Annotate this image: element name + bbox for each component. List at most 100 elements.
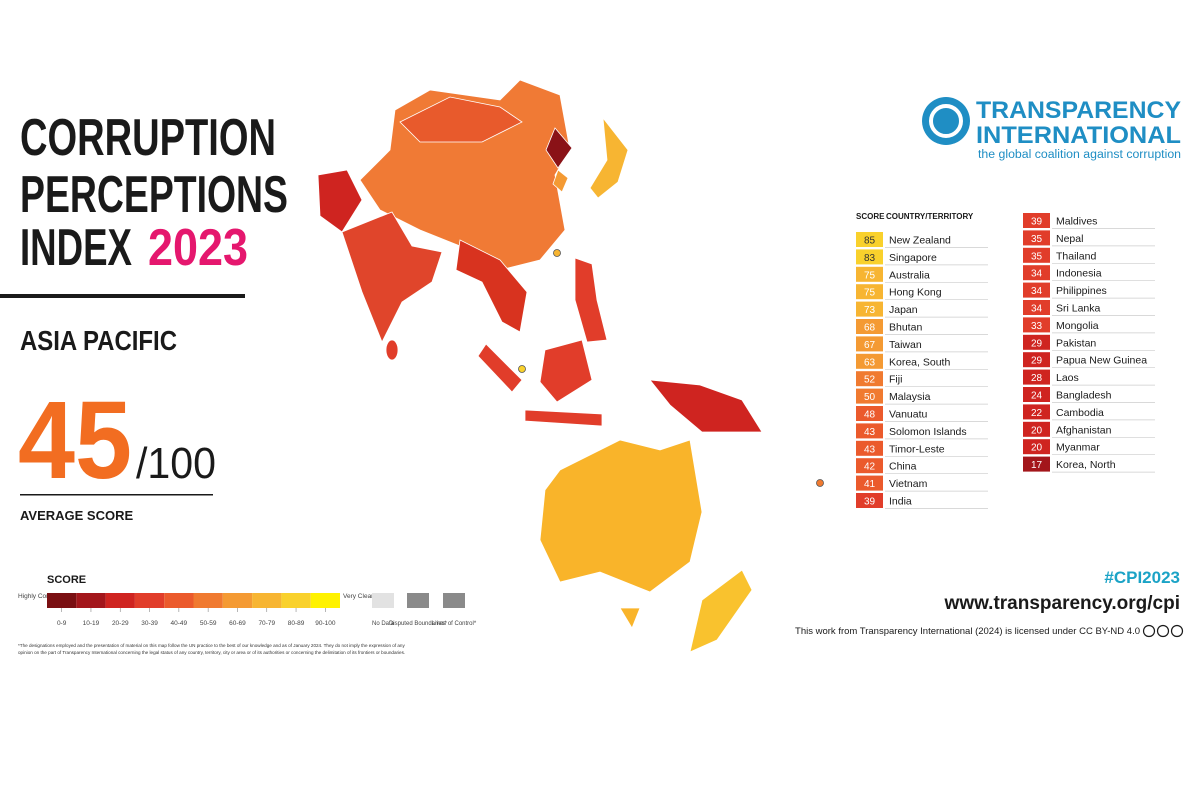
country-name: Bangladesh [1056, 390, 1112, 402]
logo: TRANSPARENCY INTERNATIONAL the global co… [922, 97, 1181, 161]
score-value: 29 [1031, 356, 1043, 367]
country-name: Laos [1056, 372, 1079, 384]
south-korea [552, 169, 569, 193]
score-value: 41 [864, 479, 876, 490]
legend-swatch [310, 593, 340, 608]
country-name: New Zealand [889, 235, 951, 247]
score-swatch [1023, 213, 1050, 228]
tasmania [619, 607, 641, 629]
score-value: 28 [1031, 373, 1043, 384]
legend-bin-label: 10-19 [83, 620, 100, 627]
country-name: Indonesia [1056, 268, 1102, 280]
disclaimer: opinion on the part of Transparency Inte… [18, 650, 405, 655]
average-out-of: /100 [136, 439, 216, 488]
country-name: Solomon Islands [889, 426, 967, 438]
score-swatch [856, 371, 883, 387]
hong-kong [553, 249, 561, 257]
score-swatch [1023, 404, 1050, 420]
score-value: 39 [1031, 217, 1043, 228]
philippines [574, 257, 608, 343]
papua [649, 379, 763, 433]
cc-icon [1142, 624, 1156, 638]
score-value: 73 [864, 305, 876, 316]
legend-swatch [164, 593, 194, 608]
score-swatch [856, 249, 883, 265]
fiji [816, 479, 824, 487]
country-name: Vietnam [889, 478, 928, 490]
score-value: 67 [864, 340, 876, 351]
borneo [539, 339, 593, 403]
legend-swatch [252, 593, 282, 608]
score-swatch [856, 284, 883, 300]
country-name: Mongolia [1056, 320, 1099, 332]
country-name: India [889, 496, 912, 508]
legend-swatch [105, 593, 135, 608]
score-swatch [1023, 352, 1050, 368]
score-swatch [1023, 282, 1050, 298]
country-name: Japan [889, 304, 918, 316]
legend-bin-label: 60-69 [229, 620, 246, 627]
logo-line: INTERNATIONAL [976, 122, 1181, 149]
country-name: Nepal [1056, 233, 1083, 245]
legend-extra-swatch [443, 593, 465, 608]
sri-lanka [385, 339, 399, 361]
country-name: Taiwan [889, 339, 922, 351]
title-year: 2023 [148, 219, 248, 277]
url: www.transparency.org/cpi [944, 593, 1180, 614]
score-value: 83 [864, 253, 876, 264]
legend-bin-label: 30-39 [141, 620, 158, 627]
country-name: Maldives [1056, 216, 1097, 228]
score-value: 34 [1031, 304, 1043, 315]
score-swatch [1023, 439, 1050, 455]
legend-swatch [193, 593, 223, 608]
country-name: China [889, 461, 917, 473]
license: This work from Transparency Internationa… [795, 626, 1140, 637]
country-name: Timor-Leste [889, 443, 945, 455]
mongolia [399, 96, 523, 143]
hashtag: #CPI2023 [1104, 568, 1180, 587]
legend-bin-label: 70-79 [258, 620, 275, 627]
cc-icon [1170, 624, 1184, 638]
legend: SCORE Highly Corrupt Very Clean 0-9 10-19… [18, 574, 477, 627]
score-swatch [856, 440, 883, 456]
score-swatch [856, 423, 883, 439]
java [524, 409, 603, 427]
average-label: AVERAGE SCORE [20, 508, 133, 523]
score-swatch [856, 266, 883, 282]
score-swatch [1023, 334, 1050, 350]
score-value: 39 [864, 497, 876, 508]
singapore [518, 365, 526, 373]
score-value: 17 [1031, 460, 1043, 471]
score-value: 43 [864, 427, 876, 438]
legend-extra-label: Disputed Boundaries* [389, 621, 448, 627]
score-value: 24 [1031, 391, 1043, 402]
legend-low-label: Highly Corrupt [18, 593, 60, 600]
score-swatch [1023, 265, 1050, 281]
legend-swatch [222, 593, 253, 608]
score-value: 75 [864, 270, 876, 281]
score-value: 33 [1031, 321, 1043, 332]
title-line: INDEX [20, 219, 132, 277]
score-swatch [856, 353, 883, 369]
legend-bin-label: 20-29 [112, 620, 129, 627]
score-value: 20 [1031, 443, 1043, 454]
country-name: Sri Lanka [1056, 303, 1101, 315]
country-name: Korea, North [1056, 459, 1116, 471]
title-line: PERCEPTIONS [20, 166, 288, 224]
score-swatch [1023, 317, 1050, 333]
country-name: Vanuatu [889, 409, 927, 421]
score-swatch [1023, 369, 1050, 385]
score-swatch [1023, 247, 1050, 263]
legend-title: SCORE [47, 574, 86, 586]
region: ASIA PACIFIC [20, 325, 177, 356]
score-value: 34 [1031, 286, 1043, 297]
score-swatch [856, 336, 883, 352]
country-name: Afghanistan [1056, 424, 1112, 436]
cc-icon [1156, 624, 1170, 638]
score-swatch [856, 319, 883, 334]
north-korea [545, 127, 573, 169]
score-value: 29 [1031, 338, 1043, 349]
score-swatch [1023, 421, 1050, 437]
score-table: SCORE COUNTRY/TERRITORY 85 New Zealand 83 S… [856, 212, 1155, 509]
